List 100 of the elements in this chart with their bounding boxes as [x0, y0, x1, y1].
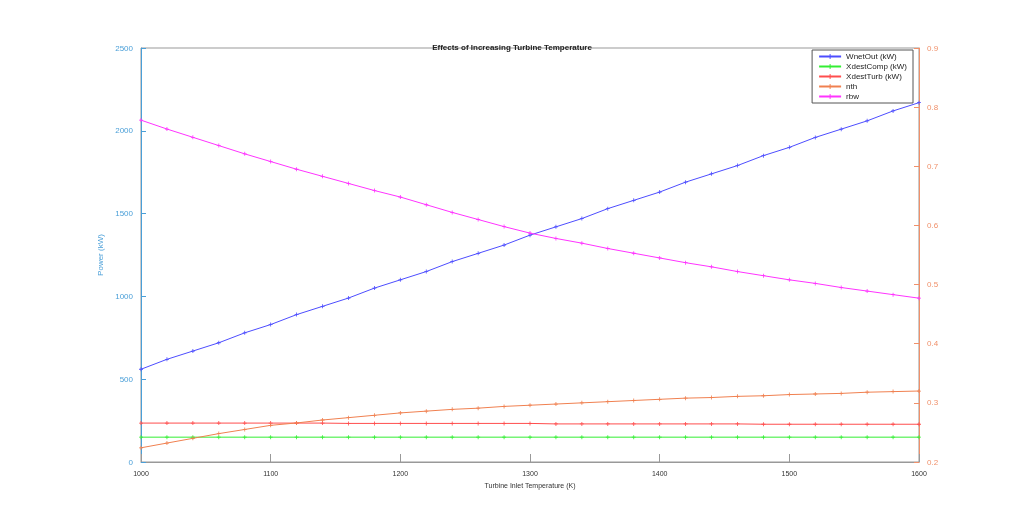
point — [735, 269, 740, 274]
point — [579, 241, 584, 246]
point — [294, 167, 299, 172]
y-tick-label: 2500 — [115, 43, 134, 53]
point — [372, 188, 377, 193]
point — [476, 217, 481, 222]
point — [787, 435, 792, 440]
legend-label: WnetOut (kW) — [846, 52, 898, 61]
point — [839, 127, 844, 132]
point — [268, 159, 273, 164]
y-axis-title: Power (kW) — [95, 233, 105, 276]
legend-label: XdestComp (kW) — [846, 62, 908, 71]
point — [787, 422, 792, 427]
point — [605, 246, 610, 251]
point — [424, 202, 429, 207]
point — [346, 415, 351, 420]
point — [450, 421, 455, 426]
point — [450, 435, 455, 440]
point — [346, 181, 351, 186]
point — [839, 285, 844, 290]
point — [216, 431, 221, 436]
point — [320, 174, 325, 179]
point — [605, 435, 610, 440]
point — [242, 151, 247, 156]
point — [761, 393, 766, 398]
point — [579, 400, 584, 405]
point — [813, 422, 818, 427]
point — [787, 277, 792, 282]
point — [683, 260, 688, 265]
point — [709, 435, 714, 440]
point — [346, 435, 351, 440]
point — [813, 281, 818, 286]
point — [839, 391, 844, 396]
point — [735, 435, 740, 440]
y2-tick-label: 0.5 — [927, 280, 939, 290]
point — [424, 435, 429, 440]
point — [683, 180, 688, 185]
y-tick-label: 2000 — [115, 126, 134, 136]
point — [761, 422, 766, 427]
point — [709, 264, 714, 269]
y-tick-label: 500 — [119, 374, 134, 384]
y-tick-label: 1500 — [115, 209, 134, 219]
y2-tick-label: 0.2 — [927, 457, 939, 467]
point — [320, 304, 325, 309]
point — [631, 251, 636, 256]
point — [320, 435, 325, 440]
y2-tick-label: 0.9 — [927, 43, 939, 53]
point — [424, 421, 429, 426]
point — [372, 286, 377, 291]
point — [476, 406, 481, 411]
point — [865, 422, 870, 427]
point — [735, 394, 740, 399]
point — [813, 135, 818, 140]
point — [839, 435, 844, 440]
y2-tick-label: 0.8 — [927, 102, 939, 112]
point — [761, 273, 766, 278]
point — [268, 322, 273, 327]
legend-label: XdestTurb (kW) — [846, 72, 903, 81]
point — [242, 330, 247, 335]
point — [216, 340, 221, 345]
point — [268, 435, 273, 440]
point — [683, 435, 688, 440]
y2-tick-label: 0.6 — [927, 220, 939, 230]
point — [605, 206, 610, 211]
point — [657, 435, 662, 440]
point — [813, 435, 818, 440]
point — [398, 435, 403, 440]
legend-label: rbw — [846, 92, 860, 101]
point — [476, 251, 481, 256]
point — [865, 435, 870, 440]
point — [631, 435, 636, 440]
point — [346, 421, 351, 426]
point — [761, 435, 766, 440]
point — [450, 210, 455, 215]
point — [242, 435, 247, 440]
y2-tick-label: 0.4 — [927, 339, 939, 349]
y2-tick-label: 0.3 — [927, 398, 939, 408]
point — [216, 143, 221, 148]
point — [839, 422, 844, 427]
legend-label: nth — [846, 82, 858, 91]
point — [709, 171, 714, 176]
point — [372, 435, 377, 440]
y-tick-label: 0 — [128, 457, 134, 467]
point — [476, 421, 481, 426]
point — [631, 398, 636, 403]
point — [372, 421, 377, 426]
point — [242, 427, 247, 432]
point — [424, 269, 429, 274]
line-series — [139, 100, 921, 372]
y2-tick-label: 0.7 — [927, 161, 939, 171]
point — [657, 397, 662, 402]
point — [372, 413, 377, 418]
point — [450, 407, 455, 412]
y-tick-label: 1000 — [115, 291, 134, 301]
point — [294, 435, 299, 440]
point — [216, 435, 221, 440]
point — [761, 153, 766, 158]
point — [476, 435, 481, 440]
point — [683, 396, 688, 401]
point — [190, 135, 195, 140]
